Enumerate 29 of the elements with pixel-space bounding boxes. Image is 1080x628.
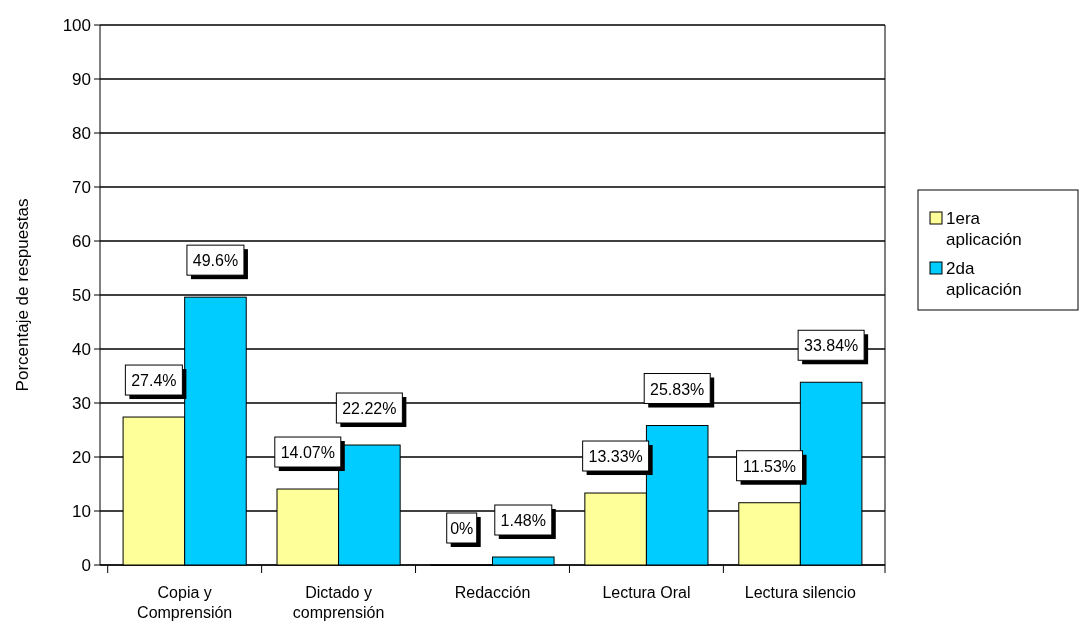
y-tick-label: 0	[81, 556, 91, 575]
data-label: 22.22%	[342, 400, 397, 418]
data-label: 27.4%	[131, 372, 177, 390]
y-tick-label: 20	[72, 448, 91, 467]
y-tick-label: 80	[72, 124, 91, 143]
x-tick-label: Redacción	[454, 584, 531, 601]
legend-label: 2da aplicación	[946, 259, 1022, 299]
y-tick-label: 30	[72, 394, 91, 413]
data-label: 49.6%	[192, 252, 239, 270]
data-label: 14.07%	[280, 444, 335, 462]
x-tick-label: Lectura Oral	[602, 584, 691, 601]
y-tick-label: 90	[72, 70, 91, 89]
y-tick-label: 70	[72, 178, 91, 197]
y-tick-label: 60	[72, 232, 91, 251]
y-tick-label: 40	[72, 340, 91, 359]
x-tick-label: Copia y Comprensión	[137, 584, 233, 621]
x-tick-label: Lectura silencio	[744, 584, 857, 601]
y-axis-title: Porcentaje de respuestas	[13, 198, 32, 392]
y-tick-label: 50	[72, 286, 91, 305]
data-label: 11.53%	[743, 457, 797, 475]
data-label: 25.83%	[650, 380, 705, 398]
data-label: 13.33%	[588, 448, 643, 466]
data-label: 1.48%	[500, 512, 546, 530]
data-label: 33.84%	[803, 337, 859, 355]
y-tick-label: 10	[72, 502, 91, 521]
legend-label: 1era aplicación	[946, 209, 1022, 249]
data-label: 0%	[450, 520, 474, 537]
y-tick-label: 100	[62, 16, 91, 35]
x-tick-label: Dictado y comprensión	[292, 584, 385, 621]
